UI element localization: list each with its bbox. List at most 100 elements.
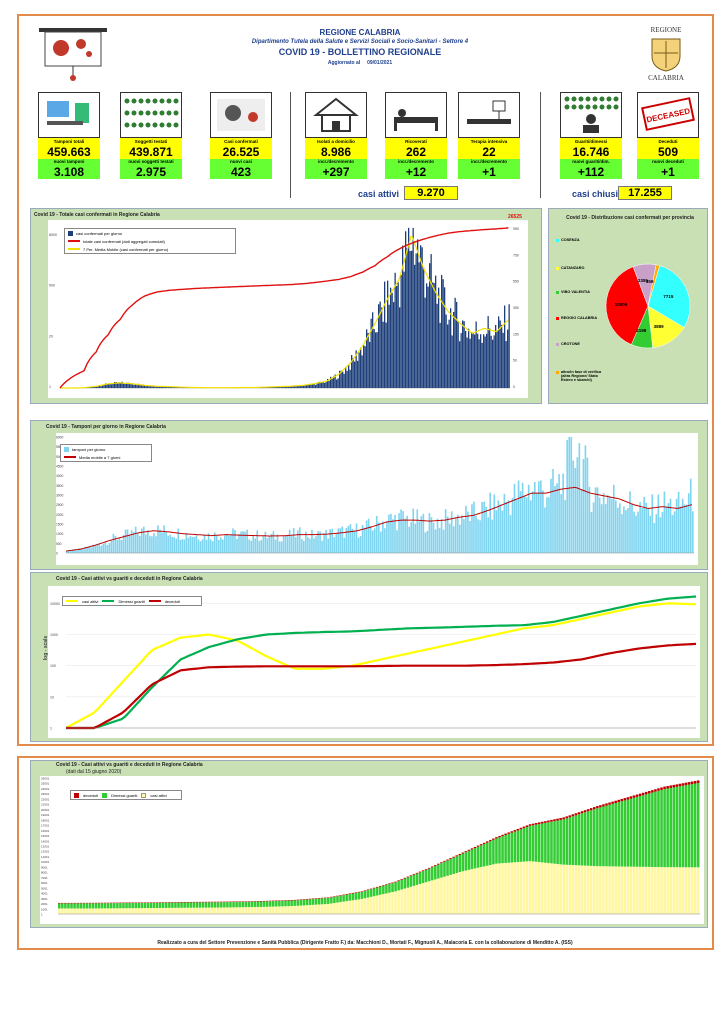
recovered-bar [528, 825, 532, 862]
tests-bar [173, 537, 175, 553]
daily-case-bar [304, 385, 306, 388]
recovered-bar [366, 890, 370, 898]
tests-bar [489, 492, 492, 553]
y-tick-left: 20 [49, 334, 53, 338]
recovered-bar [192, 902, 196, 908]
recovered-bar [482, 843, 486, 867]
active-bar [593, 866, 596, 914]
tests-bar [525, 497, 528, 553]
deceased-bar [693, 780, 697, 784]
active-bar [128, 908, 131, 914]
deceased-bar [525, 825, 529, 827]
series-line-casi-attivi [65, 602, 697, 729]
tests-bar [329, 529, 331, 553]
active-bar [663, 867, 666, 914]
daily-case-bar [405, 231, 407, 388]
daily-case-bar [282, 386, 284, 388]
daily-case-bar [162, 386, 164, 388]
daily-case-bar [322, 381, 324, 388]
recovered-bar [155, 902, 159, 908]
active-bar [351, 900, 355, 914]
daily-case-bar [312, 384, 314, 388]
active-bar [155, 907, 159, 914]
deceased-bar [220, 901, 223, 903]
active-bar [67, 908, 70, 914]
tests-bar [290, 535, 293, 553]
y-tick: 500 [56, 542, 62, 546]
deceased-bar [473, 846, 477, 849]
active-bar [501, 863, 504, 914]
daily-case-bar [465, 330, 467, 388]
pie-value-label: 10009 [614, 302, 628, 308]
recovered-bar [687, 784, 691, 868]
recovered-bar [593, 809, 596, 867]
recovered-bar [290, 900, 293, 907]
tests-bar [266, 538, 269, 553]
legend-swatch [556, 371, 559, 374]
deceased-bar [369, 888, 373, 890]
daily-case-bar [412, 227, 414, 388]
active-bar [544, 862, 547, 914]
page-title: COVID 19 - BOLLETTINO REGIONALE [278, 47, 442, 57]
recovered-bar [501, 836, 504, 864]
recovered-bar [223, 902, 226, 908]
province-pie [604, 262, 692, 350]
tests-bar [649, 515, 652, 553]
daily-case-bar [445, 314, 447, 388]
deceased-bar [382, 885, 385, 886]
active-bar [440, 877, 443, 914]
daily-case-bar [288, 386, 290, 388]
active-bar [565, 864, 569, 914]
deceased-bar [620, 798, 624, 802]
deceased-bar [232, 901, 235, 902]
daily-case-bar [483, 334, 485, 388]
daily-case-bar [349, 369, 351, 388]
tests-bar [219, 537, 222, 553]
deceased-bar [593, 807, 596, 810]
deceased-bar [253, 901, 257, 902]
recovered-bar [375, 887, 379, 896]
active-bar [369, 896, 373, 914]
daily-case-bar [387, 280, 389, 388]
legend-swatch [556, 317, 559, 320]
deceased-bar [308, 898, 312, 900]
deceased-bar [284, 900, 287, 901]
icu-icon [458, 92, 520, 138]
active-bar [284, 906, 287, 914]
daily-case-bar [367, 332, 369, 388]
daily-case-bar [436, 303, 438, 388]
tests-bar [527, 484, 530, 553]
daily-case-bar [153, 385, 155, 388]
daily-case-bar [394, 272, 396, 388]
legend-daily: casi confermati per giorno [76, 230, 123, 236]
active-bar [296, 905, 300, 914]
active-bar [599, 866, 602, 914]
recovered-bar [253, 901, 257, 908]
recovered-bar [64, 903, 67, 909]
recovered-bar [259, 901, 263, 907]
daily-case-bar [489, 328, 491, 388]
daily-case-bar [427, 286, 429, 388]
legend-area-active: casi attivi [150, 792, 167, 798]
recovered-bar [106, 903, 110, 909]
active-bar [339, 902, 342, 914]
recovered-bar [571, 816, 575, 866]
recovered-bar [79, 903, 82, 909]
active-bar [382, 894, 385, 914]
legend-tests-avg: Media mobile a 7 giorni [79, 454, 121, 460]
pie-legend-item: VIBO VALENTIA [556, 290, 602, 294]
deceased-bar [379, 886, 382, 887]
recovered-bar [654, 791, 657, 868]
tests-bar [258, 540, 261, 553]
recovered-bar [97, 903, 101, 909]
recovered-bar [391, 883, 394, 893]
daily-case-bar [120, 382, 122, 388]
tile-subvalue: +1 [458, 165, 520, 179]
active-bar [290, 906, 293, 914]
active-bar [696, 867, 700, 914]
deceased-bar [556, 818, 559, 821]
moving-average-line [60, 235, 509, 389]
tests-bar [655, 514, 658, 553]
tests-bar [665, 506, 668, 553]
tests-bar [300, 539, 303, 553]
